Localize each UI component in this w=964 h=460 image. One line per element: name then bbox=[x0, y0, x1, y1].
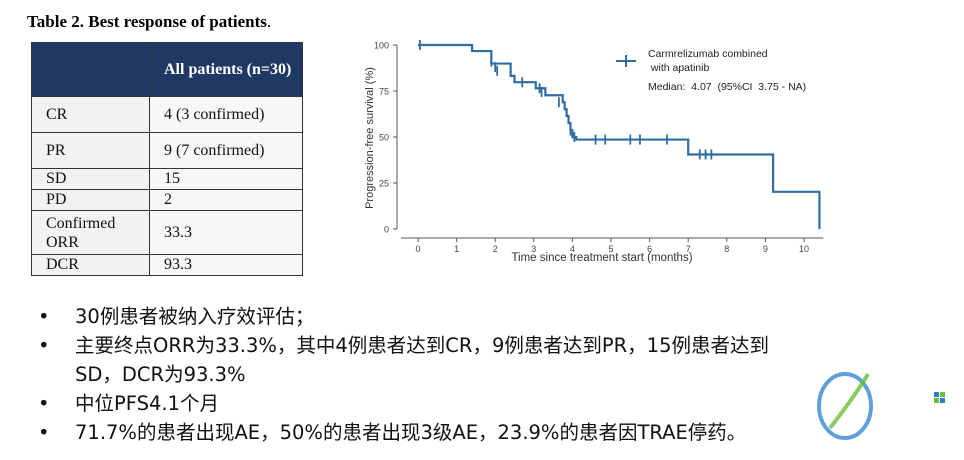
x-tick-label: 2 bbox=[493, 244, 498, 254]
table-title-text: Table 2. Best response of patients bbox=[27, 12, 267, 31]
logo-square-icon bbox=[934, 392, 939, 397]
km-curve-line bbox=[418, 43, 821, 229]
bullet-item: 主要终点ORR为33.3%，其中4例患者达到CR，9例患者达到PR，15例患者达… bbox=[38, 331, 769, 360]
row-value: 9 (7 confirmed) bbox=[149, 132, 303, 169]
row-value: 93.3 bbox=[149, 254, 303, 276]
row-label: SD bbox=[31, 168, 150, 190]
logo-ring-icon bbox=[817, 372, 873, 440]
legend-median: Median: 4.07 (95%CI 3.75 - NA) bbox=[648, 81, 806, 93]
logo-square-icon bbox=[940, 398, 945, 403]
row-value: 15 bbox=[149, 168, 303, 190]
y-axis-label: Progression-free survival (%) bbox=[364, 67, 376, 209]
table-row: Confirmed ORR 33.3 bbox=[31, 210, 303, 255]
x-tick-label: 7 bbox=[686, 244, 691, 254]
x-axis-label: Time since treatment start (months) bbox=[511, 252, 692, 264]
bullet-item: 30例患者被纳入疗效评估； bbox=[38, 302, 769, 331]
row-label: CR bbox=[31, 96, 150, 133]
logo-swoosh-icon bbox=[828, 372, 870, 430]
table-header-cell: All patients (n=30) bbox=[149, 42, 303, 97]
table-row: PR 9 (7 confirmed) bbox=[31, 132, 303, 169]
table-row: CR 4 (3 confirmed) bbox=[31, 96, 303, 133]
table-header-empty bbox=[31, 42, 150, 97]
x-tick-label: 4 bbox=[570, 244, 575, 254]
y-ticks: 0 25 50 75 100 bbox=[374, 41, 397, 235]
y-tick-label: 100 bbox=[374, 41, 389, 51]
table-row: SD 15 bbox=[31, 168, 303, 190]
x-tick-label: 6 bbox=[647, 244, 652, 254]
x-tick-label: 9 bbox=[763, 244, 768, 254]
chart-axes bbox=[396, 45, 824, 239]
y-tick-label: 50 bbox=[379, 133, 389, 143]
table-row: DCR 93.3 bbox=[31, 254, 303, 276]
row-label: Confirmed ORR bbox=[31, 210, 150, 255]
logo-square-icon bbox=[934, 398, 939, 403]
row-value: 4 (3 confirmed) bbox=[149, 96, 303, 133]
chart-legend: Carmrelizumab combined with apatinib Med… bbox=[616, 48, 806, 93]
x-tick-label: 10 bbox=[799, 244, 809, 254]
summary-bullets: 30例患者被纳入疗效评估； 主要终点ORR为33.3%，其中4例患者达到CR，9… bbox=[38, 302, 769, 447]
y-tick-label: 75 bbox=[379, 87, 389, 97]
bullet-item: 中位PFS4.1个月 bbox=[38, 389, 769, 418]
legend-label-line2: with apatinib bbox=[648, 62, 709, 74]
row-label: DCR bbox=[31, 254, 150, 276]
x-tick-label: 8 bbox=[724, 244, 729, 254]
table-row: PD 2 bbox=[31, 189, 303, 211]
x-ticks: 0 1 2 3 4 5 6 7 8 9 10 bbox=[415, 238, 809, 254]
row-label: PR bbox=[31, 132, 150, 169]
row-label: PD bbox=[31, 189, 150, 211]
bullet-item-continuation: SD，DCR为93.3% bbox=[75, 363, 246, 386]
response-table: All patients (n=30) CR 4 (3 confirmed) P… bbox=[31, 42, 303, 276]
table-title: Table 2. Best response of patients. bbox=[27, 12, 271, 32]
bullet-item: 71.7%的患者出现AE，50%的患者出现3级AE，23.9%的患者因TRAE停… bbox=[38, 418, 769, 447]
logo-square-icon bbox=[940, 392, 945, 397]
x-tick-label: 5 bbox=[608, 244, 613, 254]
y-tick-label: 0 bbox=[384, 225, 389, 235]
censor-marks bbox=[419, 40, 713, 160]
km-chart: 0 25 50 75 100 0 1 2 3 4 5 6 7 8 9 10 Progression-free… bbox=[364, 40, 824, 264]
table-title-period: . bbox=[266, 12, 272, 31]
legend-label-line1: Carmrelizumab combined bbox=[648, 48, 768, 60]
x-tick-label: 1 bbox=[454, 244, 459, 254]
y-tick-label: 25 bbox=[379, 179, 389, 189]
x-tick-label: 0 bbox=[415, 244, 420, 254]
x-tick-label: 3 bbox=[531, 244, 536, 254]
row-value: 33.3 bbox=[149, 210, 303, 255]
table-header-row: All patients (n=30) bbox=[31, 42, 303, 97]
brand-logo bbox=[817, 372, 945, 440]
row-value: 2 bbox=[149, 189, 303, 211]
